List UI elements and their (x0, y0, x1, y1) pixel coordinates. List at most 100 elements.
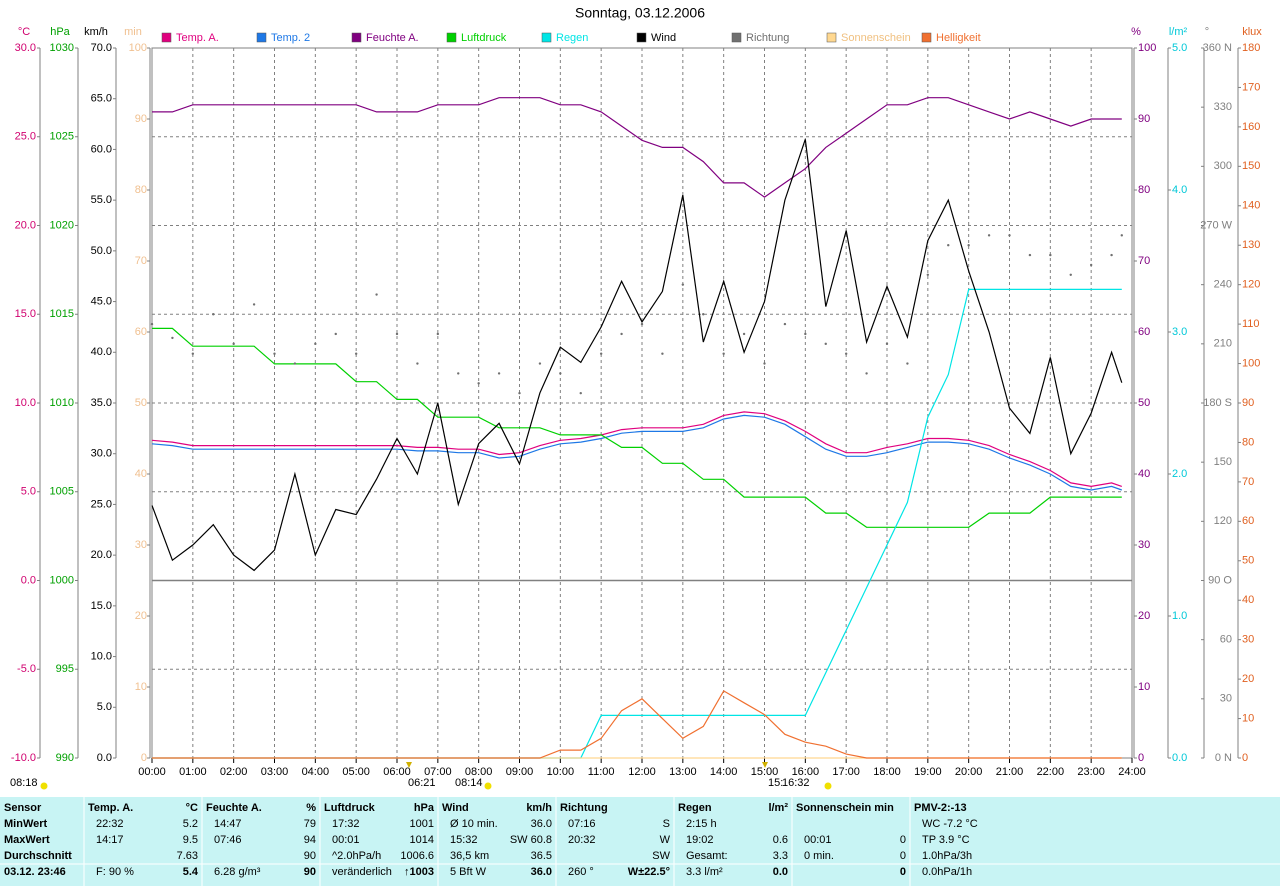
legend-label: Helligkeit (936, 32, 981, 44)
y-tick-label: 80 (1242, 436, 1254, 448)
y-tick-label: 60.0 (91, 143, 112, 155)
stats-cell: Regen (678, 802, 712, 814)
y-tick-label: 10.0 (91, 650, 112, 662)
direction-dot (865, 372, 868, 375)
x-tick-label: 17:00 (832, 766, 860, 778)
x-tick-label: 11:00 (588, 766, 615, 778)
y-tick-label: 10.0 (15, 397, 36, 409)
y-tick-label: 30 (1242, 634, 1254, 646)
stats-cell: ↑1003 (404, 866, 434, 878)
legend-label: Temp. A. (176, 32, 219, 44)
y-tick-label: 50.0 (91, 245, 112, 257)
stats-cell: 0 (900, 834, 906, 846)
direction-dot (579, 391, 582, 395)
direction-dot (395, 332, 399, 336)
y-tick-label: -5.0 (17, 663, 36, 675)
legend-swatch (731, 32, 742, 43)
stats-cell: °C (186, 802, 198, 814)
y-tick-label: 10 (135, 681, 147, 693)
stats-cell: 00:01 (332, 834, 360, 846)
direction-dot (763, 362, 766, 365)
stats-cell: % (306, 802, 316, 814)
stats-cell: SW (652, 850, 670, 862)
direction-dot (967, 244, 970, 247)
stats-cell: 36.0 (531, 866, 552, 878)
y-tick-label: 150 (1214, 456, 1232, 468)
y-tick-label: 15.0 (91, 600, 112, 612)
x-tick-label: 08:00 (465, 766, 493, 778)
y-tick-label: 70 (135, 255, 147, 267)
axis-label: min (124, 26, 142, 38)
y-tick-label: 1015 (50, 308, 74, 320)
stats-cell: Gesamt: (686, 850, 728, 862)
y-tick-label: 120 (1214, 515, 1232, 527)
stats-cell: Sonnenschein min (796, 802, 894, 814)
y-tick-label: 50 (1242, 555, 1254, 567)
stats-cell: MaxWert (4, 834, 50, 846)
y-tick-label: 0 (1242, 752, 1248, 764)
stats-cell: 90 (304, 866, 316, 878)
y-tick-label: 20.0 (91, 549, 112, 561)
direction-dot (293, 362, 297, 365)
direction-dot (375, 293, 378, 296)
stats-cell: 94 (304, 834, 316, 846)
y-tick-label: 5.0 (21, 486, 36, 498)
y-tick-label: 80 (1138, 184, 1150, 196)
legend-swatch (826, 32, 837, 43)
sun-icon (824, 782, 832, 790)
legend-label: Feuchte A. (366, 32, 419, 44)
y-tick-label: 180 (1242, 42, 1260, 54)
y-tick-label: 90 (135, 113, 147, 125)
y-tick-label: 10 (1138, 681, 1150, 693)
stats-cell: 00:01 (804, 834, 832, 846)
stats-panel (0, 797, 1280, 886)
y-tick-label: 70 (1242, 476, 1254, 488)
direction-dot (212, 313, 215, 316)
x-tick-label: 06:00 (383, 766, 411, 778)
stats-cell: MinWert (4, 818, 48, 830)
y-tick-label: 30 (1220, 693, 1232, 705)
legend-swatch (921, 32, 932, 43)
x-tick-label: 15:00 (751, 766, 779, 778)
x-tick-label: 16:00 (792, 766, 820, 778)
annotation: 16:32 (782, 777, 810, 789)
x-tick-label: 04:00 (302, 766, 330, 778)
y-tick-label: 210 (1214, 338, 1232, 350)
y-tick-label: 40.0 (91, 346, 112, 358)
y-tick-label: 50 (135, 397, 147, 409)
y-tick-label: 1.0 (1172, 610, 1187, 622)
y-tick-label: 150 (1242, 160, 1260, 172)
legend-swatch (256, 32, 267, 43)
stats-cell: Luftdruck (324, 802, 376, 814)
direction-dot (538, 362, 542, 365)
axis-label: ° (1205, 26, 1209, 38)
stats-cell: 36.0 (531, 818, 552, 830)
y-tick-label: 330 (1214, 101, 1232, 113)
y-tick-label: 40 (1138, 468, 1150, 480)
legend-swatch (541, 32, 552, 43)
y-tick-label: 60 (1242, 515, 1254, 527)
axis-label: % (1131, 26, 1141, 38)
y-tick-label: 360 N (1203, 42, 1232, 54)
chart-title: Sonntag, 03.12.2006 (575, 5, 705, 21)
x-tick-label: 05:00 (342, 766, 370, 778)
stats-cell: 1014 (410, 834, 434, 846)
y-tick-label: 1010 (50, 397, 74, 409)
direction-dot (620, 332, 623, 336)
stats-cell: W (660, 834, 671, 846)
y-tick-label: 170 (1242, 81, 1260, 93)
stats-cell: Richtung (560, 802, 608, 814)
direction-dot (273, 352, 276, 355)
x-tick-label: 24:00 (1118, 766, 1146, 778)
y-tick-label: 10 (1242, 712, 1254, 724)
direction-dot (844, 352, 848, 355)
stats-cell: 1.0hPa/3h (922, 850, 972, 862)
y-tick-label: 45.0 (91, 295, 112, 307)
stats-cell: Ø 10 min. (450, 818, 498, 830)
legend-swatch (446, 32, 457, 43)
y-tick-label: 20 (1138, 610, 1150, 622)
stats-cell: WC -7.2 °C (922, 818, 978, 830)
y-tick-label: 60 (1138, 326, 1150, 338)
stats-cell: 0.0 (773, 866, 788, 878)
stats-cell: 17:32 (332, 818, 360, 830)
